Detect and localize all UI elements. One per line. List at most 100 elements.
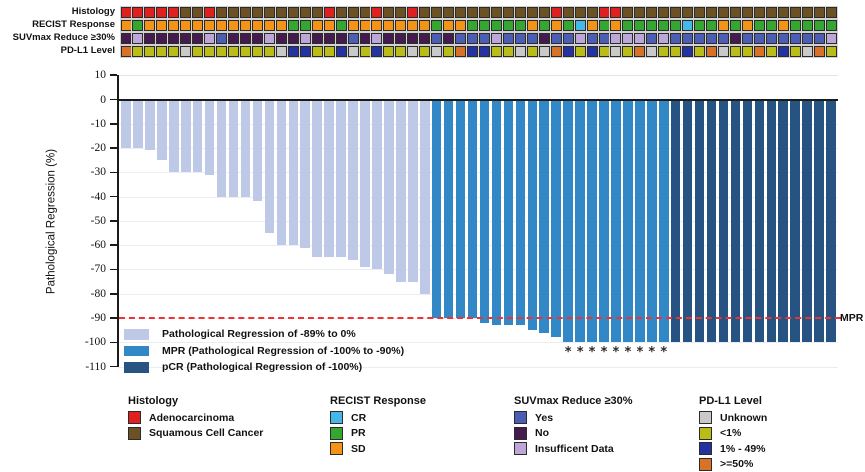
legend-item: <1%	[699, 426, 767, 442]
annotation-cell-pdl1	[538, 45, 550, 57]
y-tick-mark	[110, 195, 117, 198]
legend-item-label: Insufficent Data	[535, 442, 614, 455]
annotation-cell-pdl1	[467, 45, 479, 57]
waterfall-bar	[408, 99, 418, 282]
annotation-cell-recist	[718, 19, 729, 31]
annotation-cell-pdl1	[299, 45, 311, 57]
annotation-cell-histology	[741, 6, 753, 18]
annotation-cell-suvmax	[646, 32, 658, 44]
waterfall-bar	[276, 99, 287, 246]
annotation-cell-recist	[646, 19, 658, 31]
legend-row-mpr: MPR (Pathological Regression of -100% to…	[124, 343, 404, 360]
annotation-cell-suvmax	[813, 32, 825, 44]
waterfall-bar	[252, 99, 263, 202]
annotation-cell-recist	[634, 19, 646, 31]
annotation-cell-pdl1	[825, 45, 837, 57]
annotation-cell-pdl1	[455, 45, 467, 57]
annotation-cell-suvmax	[562, 32, 574, 44]
annotation-cell-recist	[801, 19, 813, 31]
waterfall-bar	[527, 99, 538, 331]
legend-item-label: Unknown	[720, 411, 768, 424]
legend-item-label: <1%	[720, 427, 742, 440]
waterfall-bar	[169, 99, 179, 173]
annotation-cell-pdl1	[479, 45, 490, 57]
annotation-cell-recist	[180, 19, 192, 31]
y-tick-label: -60	[90, 239, 106, 252]
annotation-cell-pdl1	[251, 45, 263, 57]
gridline	[119, 148, 838, 150]
waterfall-bar	[443, 99, 454, 319]
annotation-cell-histology	[765, 6, 777, 18]
annotation-cell-histology	[311, 6, 323, 18]
annotation-cell-recist	[694, 19, 706, 31]
annotation-cell-recist	[419, 19, 431, 31]
annotation-cell-suvmax	[658, 32, 670, 44]
annotation-cell-recist	[407, 19, 419, 31]
annotation-cell-recist	[216, 19, 228, 31]
legend-item-swatch	[330, 411, 343, 425]
annotation-cell-recist	[371, 19, 383, 31]
annotation-cell-recist	[825, 19, 837, 31]
annotation-cell-suvmax	[359, 32, 371, 44]
legend-group-suvmax: SUVmax Reduce ≥30% Yes No Insufficent Data	[514, 395, 633, 457]
legend-item-swatch	[514, 442, 527, 456]
annotation-cell-pdl1	[120, 45, 132, 57]
annotation-cell-pdl1	[526, 45, 538, 57]
annotation-cell-pdl1	[765, 45, 777, 57]
annotation-cell-recist	[502, 19, 514, 31]
annotation-cell-recist	[789, 19, 801, 31]
annotation-cell-suvmax	[287, 32, 299, 44]
annotation-cell-histology	[622, 6, 634, 18]
waterfall-bar	[192, 99, 203, 173]
annotation-cell-recist	[228, 19, 240, 31]
waterfall-bar	[479, 99, 490, 323]
annotation-cell-histology	[634, 6, 646, 18]
legend-group-histology-items: Adenocarcinoma Squamous Cell Cancer	[128, 410, 263, 441]
annotation-cell-pdl1	[419, 45, 431, 57]
annotation-cell-histology	[287, 6, 299, 18]
waterfall-bar	[491, 99, 502, 326]
annotation-cell-histology	[598, 6, 610, 18]
annotation-label-recist: RECIST Response	[32, 19, 115, 30]
annotation-cell-suvmax	[192, 32, 204, 44]
annotation-cell-suvmax	[467, 32, 479, 44]
annotation-cell-suvmax	[347, 32, 359, 44]
annotation-cell-recist	[753, 19, 765, 31]
waterfall-bar	[288, 99, 299, 246]
annotation-cell-suvmax	[335, 32, 347, 44]
legend-group-recist: RECIST Response CR PR SD	[330, 395, 426, 457]
y-tick-mark	[110, 341, 117, 344]
waterfall-bar	[611, 99, 621, 343]
asterisk: *	[600, 345, 608, 360]
annotation-cell-pdl1	[311, 45, 323, 57]
waterfall-bar	[658, 99, 669, 343]
annotation-cell-pdl1	[682, 45, 694, 57]
legend-item-swatch	[514, 426, 527, 440]
annotation-cell-histology	[682, 6, 694, 18]
waterfall-bar	[360, 99, 370, 268]
annotation-cell-suvmax	[706, 32, 718, 44]
annotation-cell-recist	[263, 19, 275, 31]
legend-item-swatch	[514, 411, 527, 425]
legend-item-label: PR	[351, 427, 366, 440]
y-axis-line	[117, 75, 119, 367]
waterfall-bar	[814, 99, 824, 343]
annotation-cell-suvmax	[801, 32, 813, 44]
annotation-cell-suvmax	[120, 32, 132, 44]
annotation-cell-recist	[538, 19, 550, 31]
legend-item-label: Yes	[535, 411, 554, 424]
annotation-cell-suvmax	[789, 32, 801, 44]
y-tick-label: 10	[94, 69, 107, 82]
waterfall-bar	[694, 99, 705, 343]
zero-baseline	[118, 98, 838, 101]
annotation-cell-pdl1	[287, 45, 299, 57]
annotation-cell-recist	[443, 19, 455, 31]
waterfall-bar	[240, 99, 251, 197]
annotation-cell-recist	[275, 19, 287, 31]
annotation-cell-histology	[801, 6, 813, 18]
annotation-cell-recist	[168, 19, 180, 31]
annotation-cell-pdl1	[562, 45, 574, 57]
annotation-cell-histology	[550, 6, 562, 18]
waterfall-bar	[515, 99, 526, 326]
legend-item: CR	[330, 410, 426, 426]
